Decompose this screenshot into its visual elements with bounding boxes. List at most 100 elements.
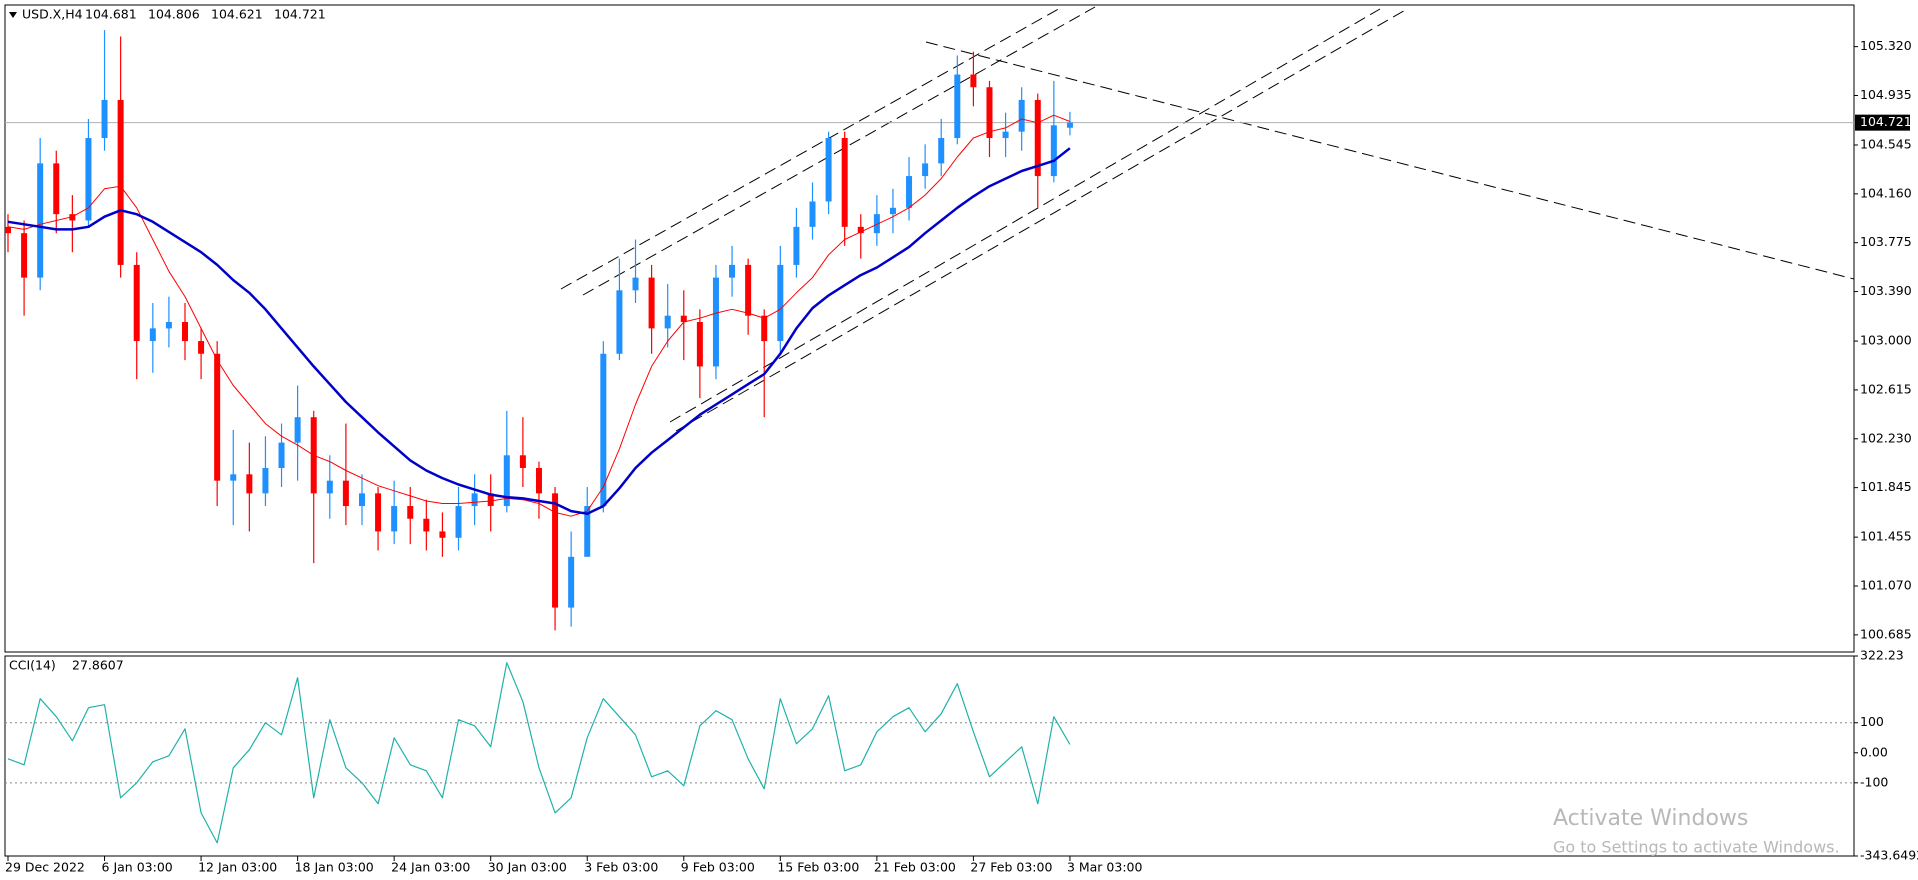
y-tick-label: 104.545 [1860,136,1912,151]
candle-body [21,233,28,278]
x-tick-label: 21 Feb 03:00 [874,860,956,875]
last-price-label: 104.721 [1860,114,1912,129]
candle-body [729,264,736,278]
candle-body [5,226,11,234]
watermark-subtitle: Go to Settings to activate Windows. [1553,838,1840,857]
cci-line [7,662,1071,844]
y-tick-label: 102.230 [1860,430,1912,445]
x-tick-label: 9 Feb 03:00 [681,860,755,875]
open-value: 104.681 [85,7,137,22]
candle-body [1066,122,1073,128]
candle-body [85,138,92,221]
candle-body [487,493,494,507]
candle-body [632,277,639,291]
y-tick-label: 103.000 [1860,333,1912,348]
candle-body [198,341,205,354]
y-tick-label: 104.935 [1860,87,1912,102]
y-tick-label: 105.320 [1860,38,1912,53]
candle-body [1018,99,1025,132]
candle-body [149,328,156,342]
candle-body [358,493,365,507]
symbol-title: USD.X,H4 [22,7,83,22]
y-tick-label: -100 [1860,774,1888,789]
candle-body [600,353,607,507]
candle-body [680,315,687,323]
low-value: 104.621 [211,7,263,22]
candle-body [1034,99,1041,177]
candle-body [809,201,816,227]
x-tick-label: 29 Dec 2022 [5,860,85,875]
candle-body [777,264,784,342]
candle-body [246,474,253,494]
x-tick-label: 27 Feb 03:00 [970,860,1052,875]
candle-body [423,518,430,532]
moving-average [7,114,1071,517]
cci-value: 27.8607 [72,658,124,673]
candle-body [986,87,993,139]
candle-body [648,277,655,329]
high-value: 104.806 [148,7,200,22]
candle-body [552,493,559,608]
x-tick-label: 24 Jan 03:00 [391,860,470,875]
candle-body [407,506,414,519]
channel-line [582,6,1096,296]
menu-arrow[interactable] [9,12,17,18]
candle-body [938,138,945,164]
candle-body [922,163,929,177]
candle-body [889,207,896,215]
y-tick-label: 104.160 [1860,185,1912,200]
candle-body [857,226,864,234]
candle-body [391,506,398,532]
candle-body [584,506,591,557]
candle-body [439,531,446,538]
candle-body [342,480,349,507]
candle-body [133,264,140,342]
candle-body [825,138,832,202]
candle-body [616,290,623,354]
candle-body [326,480,333,494]
y-tick-label: 102.615 [1860,381,1912,396]
channel-line [675,8,1408,432]
cci-title: CCI(14) [9,658,56,673]
candle-body [1002,131,1009,139]
y-tick-label: 100 [1860,714,1884,729]
x-tick-label: 12 Jan 03:00 [198,860,277,875]
y-tick-label: 101.455 [1860,529,1912,544]
candle-body [906,176,913,208]
candle-body [37,163,44,278]
candle-body [761,315,768,342]
candle-body [712,277,719,367]
candle-body [117,99,124,265]
x-tick-label: 18 Jan 03:00 [295,860,374,875]
channel-line [560,6,1063,290]
y-tick-label: 101.070 [1860,578,1912,593]
candle-body [873,214,880,234]
x-tick-label: 30 Jan 03:00 [488,860,567,875]
candle-body [375,493,382,532]
candle-body [262,467,269,494]
channel-line [669,8,1381,423]
candle-body [793,226,800,265]
y-tick-label: 103.390 [1860,283,1912,298]
candle-body [53,163,60,215]
watermark-title: Activate Windows [1553,806,1748,831]
y-tick-label: 100.685 [1860,626,1912,641]
candle-body [1050,125,1057,177]
candle-body [519,455,526,468]
y-tick-label: 0.00 [1860,744,1888,759]
resistance-line [925,41,1855,280]
candle-body [970,74,977,88]
candle-body [69,214,76,221]
candle-body [535,467,542,494]
x-tick-label: 6 Jan 03:00 [102,860,173,875]
candle-body [471,493,478,507]
x-tick-label: 15 Feb 03:00 [777,860,859,875]
candle-body [696,322,703,367]
close-value: 104.721 [274,7,326,22]
candle-body [294,417,301,443]
candle-body [101,99,108,139]
candle-body [214,353,221,481]
